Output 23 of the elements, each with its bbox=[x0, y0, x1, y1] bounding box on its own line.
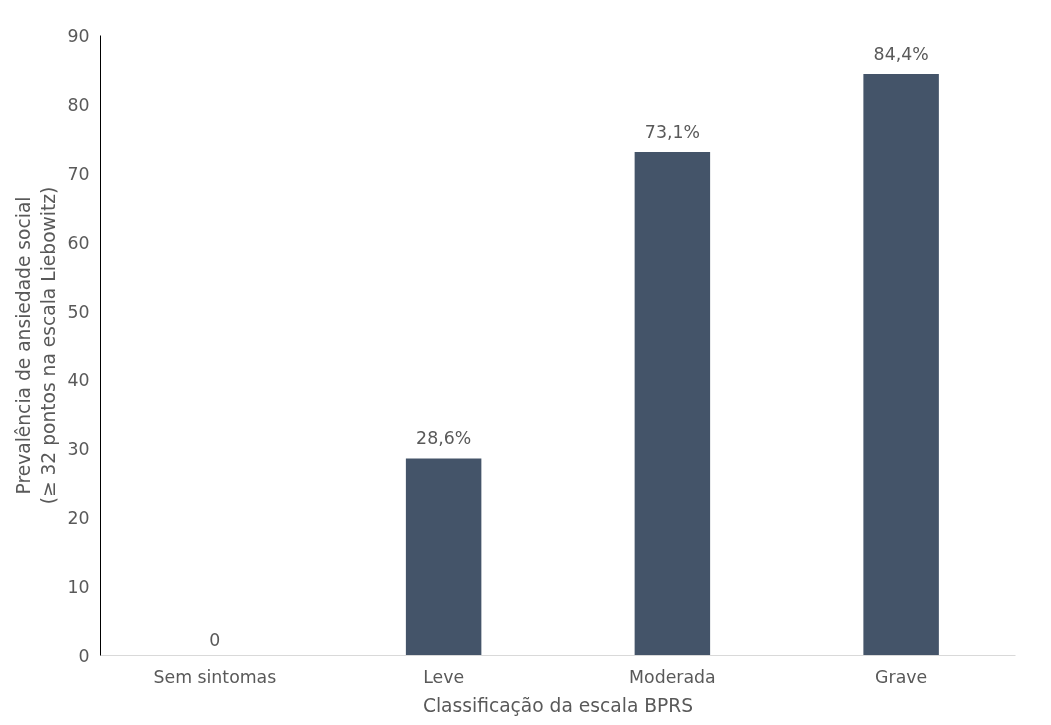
bar bbox=[863, 74, 939, 656]
y-tick-label: 60 bbox=[67, 232, 90, 253]
y-tick-label: 0 bbox=[78, 646, 90, 666]
y-tick-label: 90 bbox=[67, 26, 90, 46]
y-tick-label: 50 bbox=[67, 301, 90, 322]
y-tick-label: 40 bbox=[67, 370, 90, 391]
data-label: 84,4% bbox=[873, 44, 929, 65]
data-label: 0 bbox=[209, 629, 221, 650]
y-tick-label: 70 bbox=[67, 163, 90, 184]
bar bbox=[634, 151, 711, 656]
x-tick-label: Grave bbox=[875, 666, 928, 687]
y-tick-label: 30 bbox=[67, 439, 90, 460]
data-label: 28,6% bbox=[416, 428, 472, 449]
data-label: 73,1% bbox=[644, 121, 700, 142]
y-tick-label: 10 bbox=[67, 577, 90, 598]
y-axis-title: Prevalência de ansiedade social (≥ 32 pontos na escala Liebowitz) bbox=[13, 186, 60, 505]
y-tick-label: 80 bbox=[67, 94, 90, 115]
bar bbox=[405, 458, 482, 656]
x-tick-label: Sem sintomas bbox=[153, 666, 277, 687]
x-axis-title: Classificação da escala BPRS bbox=[422, 694, 694, 716]
x-tick-label: Leve bbox=[423, 666, 465, 687]
x-tick-label: Moderada bbox=[629, 666, 716, 687]
y-tick-label: 20 bbox=[67, 508, 90, 529]
